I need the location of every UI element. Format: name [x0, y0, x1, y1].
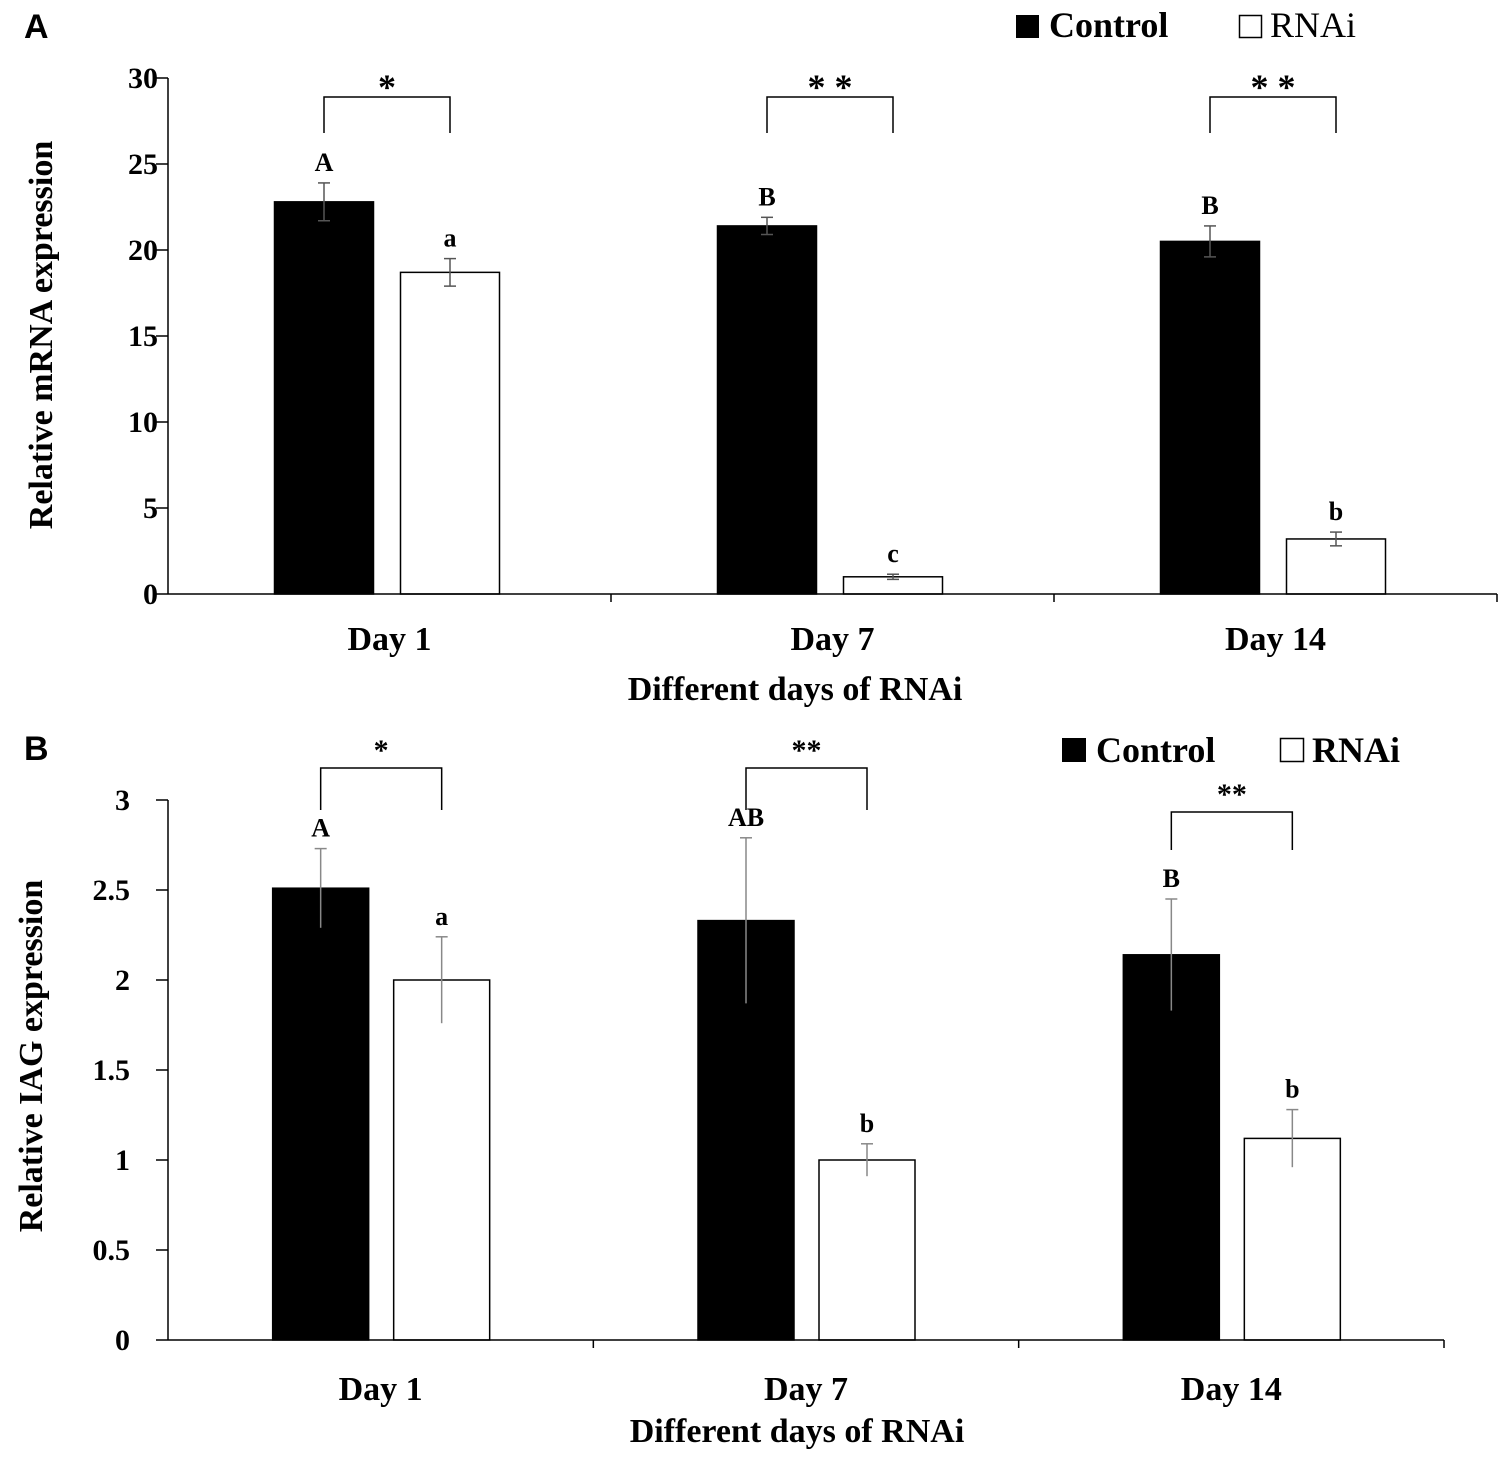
significance-label: ** [1217, 778, 1247, 811]
y-tick-label: 2.5 [93, 874, 131, 907]
legend: Control RNAi [1062, 730, 1400, 770]
legend-swatch-rnai [1279, 737, 1305, 763]
y-tick-label: 1.5 [93, 1054, 131, 1087]
bar-rnai-day-1 [392, 979, 491, 1341]
group-letter: b [1329, 497, 1343, 526]
legend-swatch-control [1062, 738, 1086, 762]
group-letter: b [860, 1109, 874, 1138]
x-category-label: Day 1 [339, 1371, 423, 1408]
error-bars [314, 837, 1299, 1177]
x-category-labels: Day 1 Day 7 Day 14 [347, 621, 1326, 658]
significance-brackets: * **** [319, 734, 1294, 850]
bar-control-day-14 [1159, 240, 1261, 595]
x-category-label: Day 14 [1225, 621, 1326, 658]
legend-swatch-control [1016, 15, 1039, 38]
significance-bracket [766, 96, 894, 133]
significance-label: * * [1251, 67, 1296, 107]
x-category-label: Day 1 [347, 621, 431, 658]
significance-label: * * [808, 67, 853, 107]
group-letters: Aa Bc Bb [315, 148, 1344, 568]
significance-bracket [745, 767, 868, 810]
significance-brackets: * * * * * [323, 67, 1337, 133]
bar-rnai-day-14 [1285, 538, 1387, 595]
bar-control-day-1 [273, 201, 375, 595]
y-axis-title: Relative IAG expression [13, 880, 50, 1233]
bars [271, 887, 1342, 1341]
axes [167, 78, 1498, 602]
y-tick-label: 3 [115, 784, 130, 817]
x-axis-title: Different days of RNAi [630, 1413, 965, 1450]
group-letter: B [758, 182, 775, 211]
y-tick-label: 10 [128, 406, 158, 439]
y-tick-label: 15 [128, 320, 158, 353]
y-tick-label: 0 [115, 1324, 130, 1357]
significance-label: ** [792, 734, 822, 767]
y-tick-label: 0 [143, 578, 158, 611]
group-letter: A [311, 814, 330, 843]
legend-swatch-rnai [1238, 14, 1263, 39]
bar-control-day-7 [716, 225, 818, 595]
group-letter: b [1285, 1075, 1299, 1104]
y-tick-label: 25 [128, 148, 158, 181]
bar-rnai-day-7 [818, 1159, 916, 1341]
y-tick-label: 0.5 [93, 1234, 131, 1267]
significance-bracket [319, 767, 443, 810]
legend-label-control: Control [1096, 730, 1215, 770]
y-tick-label: 1 [115, 1144, 130, 1177]
y-tick-label: 30 [128, 62, 158, 95]
x-category-label: Day 14 [1181, 1371, 1282, 1408]
bars [273, 201, 1387, 595]
bar-control-day-1 [271, 887, 370, 1341]
group-letter: B [1163, 864, 1180, 893]
x-category-label: Day 7 [790, 621, 874, 658]
axes [167, 800, 1445, 1348]
y-axis-ticks: 0 5 10 15 20 25 30 [128, 62, 168, 611]
legend: Control RNAi [1016, 5, 1356, 45]
bar-control-day-14 [1122, 954, 1221, 1341]
y-axis-ticks: 0 0.5 1 1.5 2 2.5 3 [93, 784, 168, 1357]
x-category-labels: Day 1 Day 7 Day 14 [339, 1371, 1282, 1408]
x-axis-title: Different days of RNAi [628, 671, 963, 708]
significance-label: * [374, 734, 389, 767]
group-letter: a [435, 902, 448, 931]
bar-rnai-day-14 [1243, 1137, 1342, 1341]
panel-letter: A [24, 8, 49, 46]
y-tick-label: 2 [115, 964, 130, 997]
group-letter: a [444, 224, 457, 253]
group-letter: B [1201, 191, 1218, 220]
y-axis-title: Relative mRNA expression [23, 141, 60, 530]
y-tick-label: 5 [143, 492, 158, 525]
significance-bracket [1209, 96, 1337, 133]
legend-label-control: Control [1049, 5, 1168, 45]
bar-rnai-day-1 [399, 271, 501, 595]
legend-label-rnai: RNAi [1270, 5, 1356, 45]
significance-bracket [323, 96, 451, 133]
group-letter: A [315, 148, 334, 177]
significance-label: * [378, 67, 396, 107]
significance-bracket [1170, 811, 1294, 850]
panel-letter: B [24, 730, 49, 768]
x-category-label: Day 7 [764, 1371, 848, 1408]
error-bars [318, 182, 1342, 581]
group-letter: c [887, 539, 899, 568]
y-tick-label: 20 [128, 234, 158, 267]
legend-label-rnai: RNAi [1312, 730, 1400, 770]
